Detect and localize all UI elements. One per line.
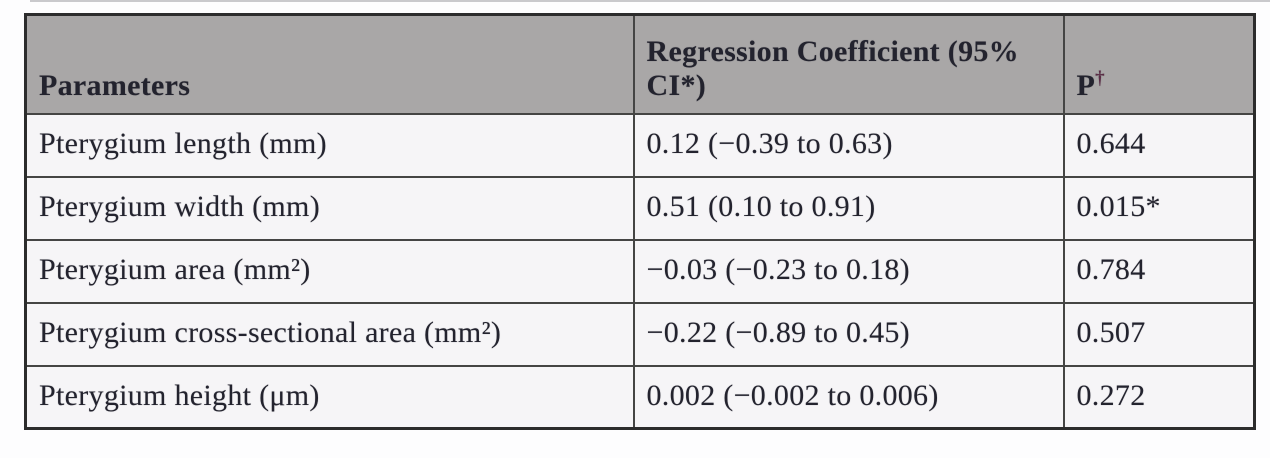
table-row: Pterygium width (mm) 0.51 (0.10 to 0.91)… xyxy=(24,175,1256,241)
col-header-parameters: Parameters xyxy=(24,13,635,115)
parameter-cell: Pterygium cross-sectional area (mm²) xyxy=(24,301,635,367)
top-edge-line xyxy=(30,0,1270,2)
header-row: Parameters Regression Coefficient (95% C… xyxy=(24,13,1256,115)
coefficient-cell: 0.12 (−0.39 to 0.63) xyxy=(632,112,1065,178)
table-row: Pterygium cross-sectional area (mm²) −0.… xyxy=(24,301,1256,367)
table-row: Pterygium height (μm) 0.002 (−0.002 to 0… xyxy=(24,364,1256,430)
col-header-p-value: P† xyxy=(1062,13,1256,115)
table-row: Pterygium length (mm) 0.12 (−0.39 to 0.6… xyxy=(24,112,1256,178)
p-value-cell: 0.507 xyxy=(1062,301,1256,367)
p-value-cell: 0.015* xyxy=(1062,175,1256,241)
p-value-label: P xyxy=(1076,68,1096,102)
p-value-cell: 0.644 xyxy=(1062,112,1256,178)
parameter-cell: Pterygium area (mm²) xyxy=(24,238,635,304)
coefficient-cell: −0.03 (−0.23 to 0.18) xyxy=(632,238,1065,304)
regression-results-table: Parameters Regression Coefficient (95% C… xyxy=(24,13,1256,430)
parameter-cell: Pterygium height (μm) xyxy=(24,364,635,430)
dagger-footnote-mark: † xyxy=(1095,67,1105,89)
parameter-cell: Pterygium length (mm) xyxy=(24,112,635,178)
table-row: Pterygium area (mm²) −0.03 (−0.23 to 0.1… xyxy=(24,238,1256,304)
coefficient-cell: −0.22 (−0.89 to 0.45) xyxy=(632,301,1065,367)
coefficient-cell: 0.002 (−0.002 to 0.006) xyxy=(632,364,1065,430)
col-header-regression-coefficient: Regression Coefficient (95% CI*) xyxy=(632,13,1065,115)
parameter-cell: Pterygium width (mm) xyxy=(24,175,635,241)
p-value-cell: 0.784 xyxy=(1062,238,1256,304)
p-value-cell: 0.272 xyxy=(1062,364,1256,430)
coefficient-cell: 0.51 (0.10 to 0.91) xyxy=(632,175,1065,241)
